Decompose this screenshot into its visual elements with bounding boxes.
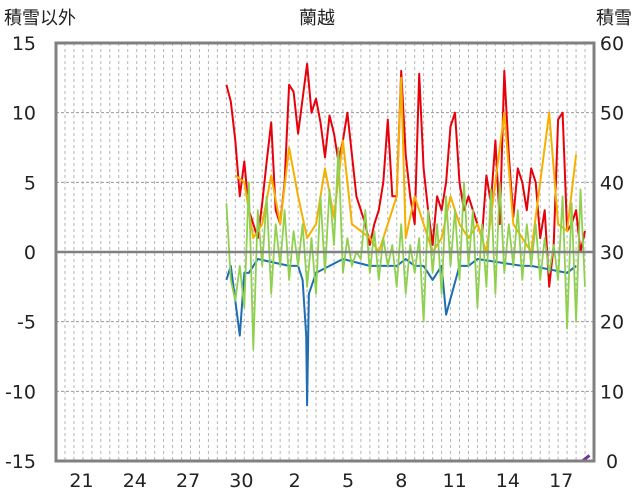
right-tick-label: 50 bbox=[600, 103, 624, 125]
x-tick-label: 21 bbox=[69, 470, 93, 492]
grid bbox=[56, 43, 594, 461]
x-tick-label: 5 bbox=[342, 470, 354, 492]
x-tick-label: 11 bbox=[443, 470, 467, 492]
right-tick-label: 30 bbox=[600, 242, 624, 264]
left-tick-label: -15 bbox=[5, 451, 36, 473]
right-tick-label: 40 bbox=[600, 172, 624, 194]
plot-border bbox=[54, 41, 596, 463]
right-tick-label: 0 bbox=[606, 451, 618, 473]
right-tick-label: 20 bbox=[600, 312, 624, 334]
x-tick-label: 14 bbox=[496, 470, 520, 492]
x-tick-label: 27 bbox=[176, 470, 200, 492]
plot-frame bbox=[54, 41, 596, 463]
right-tick-label: 10 bbox=[600, 381, 624, 403]
left-tick-label: 0 bbox=[24, 242, 36, 264]
left-tick-label: -5 bbox=[17, 312, 36, 334]
x-tick-label: 24 bbox=[123, 470, 147, 492]
left-tick-label: 10 bbox=[12, 103, 36, 125]
axis-labels: 積雪以外 蘭越 積雪 151050-5-10-15605040302010021… bbox=[4, 8, 632, 492]
x-tick-label: 8 bbox=[395, 470, 407, 492]
blue-series-line bbox=[225, 258, 577, 407]
red-series-line bbox=[225, 62, 586, 288]
left-tick-label: 5 bbox=[24, 172, 36, 194]
x-tick-label: 30 bbox=[229, 470, 253, 492]
left-tick-label: 15 bbox=[12, 33, 36, 55]
left-tick-label: -10 bbox=[5, 381, 36, 403]
left-axis-title: 積雪以外 bbox=[4, 8, 76, 29]
right-axis-title: 積雪 bbox=[596, 8, 632, 29]
x-tick-label: 2 bbox=[289, 470, 301, 492]
x-tick-label: 17 bbox=[549, 470, 573, 492]
right-tick-label: 60 bbox=[600, 33, 624, 55]
green-series-line bbox=[225, 146, 586, 351]
chart-title: 蘭越 bbox=[299, 8, 335, 29]
plot-area bbox=[56, 62, 591, 463]
